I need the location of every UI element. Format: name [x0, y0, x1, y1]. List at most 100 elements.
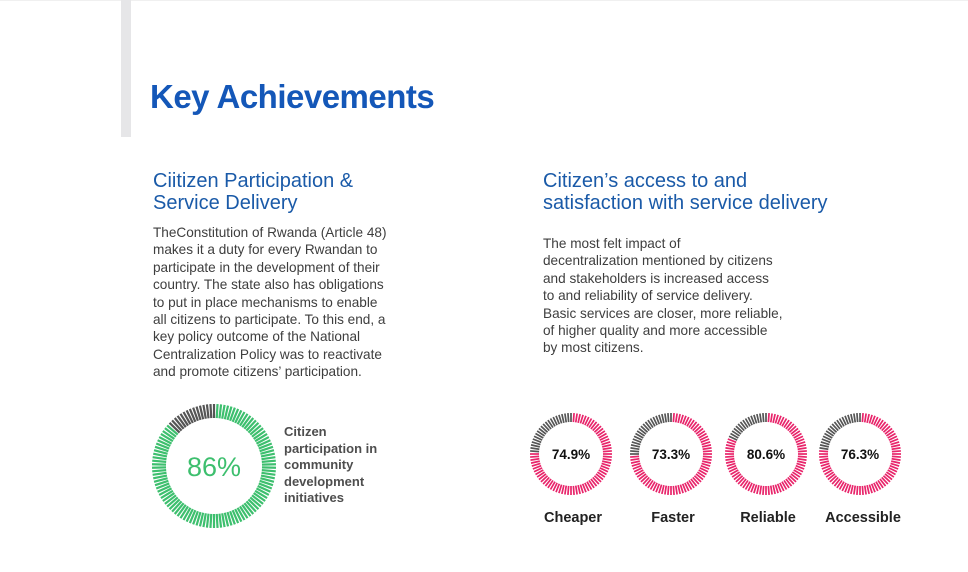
gauge-tick: [884, 427, 893, 435]
gauge-tick: [725, 447, 735, 451]
gauge-tick: [642, 423, 650, 432]
participation-gauge-label: Citizen participation in community devel…: [284, 424, 414, 507]
gauge-tick: [542, 423, 550, 432]
gauge-tick: [863, 485, 867, 495]
gauge-tick: [884, 473, 893, 481]
gauge-label-line: community: [284, 457, 354, 473]
gauge-tick: [699, 435, 709, 441]
gauge-tick: [698, 469, 707, 476]
gauge-tick: [205, 404, 210, 419]
gauge-tick: [530, 460, 540, 464]
gauge-tick: [249, 496, 262, 508]
gauge-tick: [168, 498, 181, 510]
gauge-value: 73.3%: [652, 447, 690, 462]
gauge-tick: [686, 481, 693, 490]
gauge-tick: [868, 484, 873, 494]
gauge-tick: [825, 430, 835, 437]
top-divider: [0, 0, 968, 1]
gauge-tick: [157, 484, 171, 493]
gauge-tick: [602, 444, 612, 448]
gauge-tick: [631, 441, 641, 446]
gauge-tick: [647, 479, 654, 489]
gauge-tick: [602, 460, 612, 464]
gauge-tick: [881, 423, 889, 432]
gauge-tick: [702, 460, 712, 464]
gauge-tick: [756, 485, 760, 495]
gauge-tick: [588, 419, 595, 429]
gauge-tick: [728, 435, 738, 441]
gauge-tick: [785, 421, 793, 430]
gauge-tick: [674, 413, 678, 423]
gauge-tick: [602, 457, 612, 461]
gauge-tick: [188, 509, 197, 524]
gauge-tick: [251, 494, 264, 505]
gauge-tick: [221, 404, 226, 419]
gauge-tick: [231, 408, 240, 423]
gauge-tick: [532, 464, 542, 470]
gauge-tick: [531, 462, 541, 467]
gauge-tick: [759, 485, 763, 495]
gauge-tick: [236, 507, 246, 521]
gauge-value: 76.3%: [841, 447, 879, 462]
gauge-tick: [674, 485, 678, 495]
participation-gauge: 86%: [151, 404, 277, 528]
gauge-label: Cheaper: [543, 510, 603, 526]
gauge-tick: [549, 481, 556, 490]
paragraph-line: country. The state also has obligations: [153, 277, 384, 293]
gauge-tick: [819, 457, 829, 461]
side-accent-bar: [121, 0, 131, 137]
gauge-tick: [690, 421, 698, 430]
gauge-tick: [750, 483, 756, 493]
gauge-tick: [254, 433, 268, 443]
gauge-tick: [797, 450, 807, 453]
gauge-tick: [731, 430, 741, 437]
gauge-tick: [726, 441, 736, 446]
gauge-tick: [602, 450, 612, 453]
gauge-tick: [176, 415, 187, 428]
gauge-tick: [173, 417, 185, 430]
gauge-tick: [531, 441, 541, 446]
gauge-tick: [831, 423, 839, 432]
paragraph-line: Centralization Policy was to reactivate: [153, 346, 382, 362]
gauge-tick: [166, 496, 179, 508]
gauge-tick: [638, 427, 647, 435]
gauge-tick: [788, 425, 797, 433]
gauge-tick: [599, 467, 609, 473]
gauge-tick: [742, 419, 749, 429]
gauge-tick: [677, 413, 681, 423]
gauge-tick: [636, 430, 646, 437]
gauge-tick: [636, 471, 646, 478]
gauge-tick: [549, 418, 556, 427]
gauge-tick: [790, 473, 799, 481]
gauge-tick: [642, 476, 650, 485]
gauge-tick: [779, 482, 785, 492]
gauge-tick: [664, 485, 668, 495]
gauge-tick: [644, 478, 652, 487]
gauge-tick: [781, 481, 788, 490]
gauge-tick: [700, 464, 710, 470]
section-heading-access: Citizen’s access to and satisfaction wit…: [543, 170, 923, 214]
gauge-tick: [538, 427, 547, 435]
gauge-tick: [536, 430, 546, 437]
gauge-tick: [558, 414, 563, 424]
gauge-tick: [772, 413, 776, 423]
gauge-tick: [638, 473, 647, 481]
gauge-tick: [727, 438, 737, 444]
gauge-tick: [702, 455, 712, 458]
gauge-tick: [168, 422, 181, 434]
gauge-tick: [873, 482, 879, 492]
gauge-tick: [737, 423, 745, 432]
gauge-tick: [702, 450, 712, 453]
gauge-tick: [727, 464, 737, 470]
gauge-tick: [742, 479, 749, 489]
gauge-value: 74.9%: [552, 447, 590, 462]
gauge-tick: [202, 404, 207, 419]
gauge-tick: [574, 485, 578, 495]
gauge-tick: [875, 418, 882, 427]
gauge-tick: [844, 415, 850, 425]
gauge-tick: [774, 414, 779, 424]
gauge-tick: [231, 509, 240, 524]
gauge-tick: [209, 404, 213, 419]
gauge-tick: [737, 476, 745, 485]
gauge-tick: [567, 485, 570, 495]
